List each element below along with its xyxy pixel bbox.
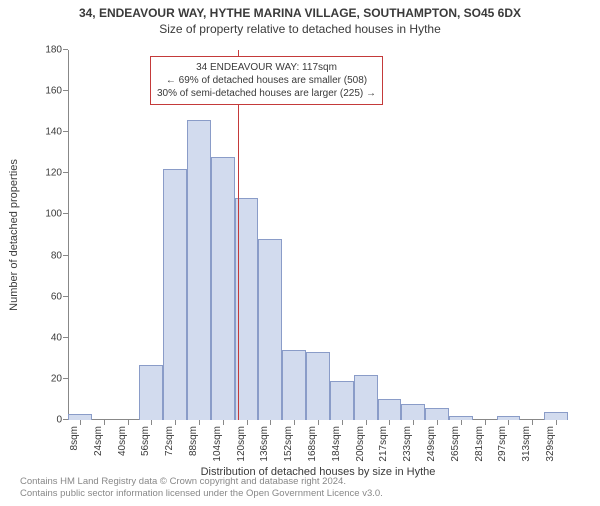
y-tick-label: 140 bbox=[22, 127, 62, 138]
y-tick-label: 100 bbox=[22, 209, 62, 220]
chart-title-line2: Size of property relative to detached ho… bbox=[0, 22, 600, 36]
x-tick-label: 24sqm bbox=[93, 426, 104, 456]
x-tick-mark bbox=[128, 420, 129, 425]
x-tick-label: 249sqm bbox=[426, 426, 437, 462]
x-tick-label: 152sqm bbox=[283, 426, 294, 462]
x-tick-label: 40sqm bbox=[117, 426, 128, 456]
footer-attribution: Contains HM Land Registry data © Crown c… bbox=[20, 476, 383, 500]
histogram-bar bbox=[282, 350, 306, 420]
x-tick-mark bbox=[80, 420, 81, 425]
y-tick-mark bbox=[63, 337, 68, 338]
annotation-box: 34 ENDEAVOUR WAY: 117sqm ← 69% of detach… bbox=[150, 56, 383, 105]
x-tick-mark bbox=[461, 420, 462, 425]
x-tick-label: 184sqm bbox=[331, 426, 342, 462]
x-tick-mark bbox=[175, 420, 176, 425]
histogram-bar bbox=[378, 399, 402, 420]
x-tick-label: 120sqm bbox=[236, 426, 247, 462]
histogram-bar bbox=[401, 404, 425, 420]
x-tick-label: 136sqm bbox=[259, 426, 270, 462]
y-tick-mark bbox=[63, 255, 68, 256]
annotation-line1: 34 ENDEAVOUR WAY: 117sqm bbox=[157, 61, 376, 74]
y-tick-mark bbox=[63, 378, 68, 379]
x-tick-label: 88sqm bbox=[188, 426, 199, 456]
x-tick-label: 72sqm bbox=[164, 426, 175, 456]
footer-line2: Contains public sector information licen… bbox=[20, 488, 383, 500]
x-tick-mark bbox=[437, 420, 438, 425]
x-tick-mark bbox=[247, 420, 248, 425]
x-tick-mark bbox=[104, 420, 105, 425]
histogram-bar bbox=[330, 381, 354, 420]
histogram-bar bbox=[163, 169, 187, 420]
annotation-line2: ← 69% of detached houses are smaller (50… bbox=[157, 74, 376, 87]
y-axis-line bbox=[68, 50, 69, 420]
x-tick-mark bbox=[318, 420, 319, 425]
x-tick-mark bbox=[151, 420, 152, 425]
histogram-bar bbox=[544, 412, 568, 420]
y-tick-mark bbox=[63, 213, 68, 214]
histogram-bar bbox=[306, 352, 330, 420]
x-tick-label: 8sqm bbox=[69, 426, 80, 450]
plot-area: 0204060801001201401601808sqm24sqm40sqm56… bbox=[68, 50, 568, 420]
x-tick-mark bbox=[389, 420, 390, 425]
annotation-line3: 30% of semi-detached houses are larger (… bbox=[157, 87, 376, 100]
reference-line bbox=[238, 50, 239, 420]
chart-area: 0204060801001201401601808sqm24sqm40sqm56… bbox=[68, 50, 568, 420]
y-tick-label: 40 bbox=[22, 332, 62, 343]
x-tick-mark bbox=[508, 420, 509, 425]
x-tick-label: 168sqm bbox=[307, 426, 318, 462]
y-tick-label: 80 bbox=[22, 250, 62, 261]
x-tick-label: 297sqm bbox=[497, 426, 508, 462]
x-tick-label: 233sqm bbox=[402, 426, 413, 462]
x-tick-mark bbox=[294, 420, 295, 425]
histogram-bar bbox=[211, 157, 235, 420]
y-tick-label: 180 bbox=[22, 45, 62, 56]
x-tick-mark bbox=[270, 420, 271, 425]
x-tick-label: 217sqm bbox=[378, 426, 389, 462]
histogram-bar bbox=[258, 239, 282, 420]
x-tick-label: 329sqm bbox=[545, 426, 556, 462]
x-tick-mark bbox=[199, 420, 200, 425]
x-tick-label: 56sqm bbox=[140, 426, 151, 456]
x-tick-mark bbox=[532, 420, 533, 425]
y-tick-label: 160 bbox=[22, 86, 62, 97]
x-tick-label: 104sqm bbox=[212, 426, 223, 462]
x-tick-mark bbox=[485, 420, 486, 425]
histogram-bar bbox=[187, 120, 211, 420]
x-tick-label: 200sqm bbox=[355, 426, 366, 462]
histogram-bar bbox=[139, 365, 163, 421]
x-tick-mark bbox=[342, 420, 343, 425]
x-tick-mark bbox=[413, 420, 414, 425]
y-tick-label: 20 bbox=[22, 373, 62, 384]
x-tick-mark bbox=[556, 420, 557, 425]
y-tick-mark bbox=[63, 172, 68, 173]
y-tick-mark bbox=[63, 90, 68, 91]
histogram-bar bbox=[425, 408, 449, 420]
histogram-bar bbox=[354, 375, 378, 420]
x-tick-label: 313sqm bbox=[521, 426, 532, 462]
y-tick-label: 120 bbox=[22, 168, 62, 179]
x-tick-mark bbox=[366, 420, 367, 425]
y-tick-mark bbox=[63, 131, 68, 132]
x-tick-label: 281sqm bbox=[474, 426, 485, 462]
x-tick-mark bbox=[223, 420, 224, 425]
chart-title-line1: 34, ENDEAVOUR WAY, HYTHE MARINA VILLAGE,… bbox=[0, 6, 600, 20]
y-tick-mark bbox=[63, 296, 68, 297]
y-tick-label: 0 bbox=[22, 415, 62, 426]
footer-line1: Contains HM Land Registry data © Crown c… bbox=[20, 476, 383, 488]
y-tick-label: 60 bbox=[22, 291, 62, 302]
y-tick-mark bbox=[63, 49, 68, 50]
x-tick-label: 265sqm bbox=[450, 426, 461, 462]
